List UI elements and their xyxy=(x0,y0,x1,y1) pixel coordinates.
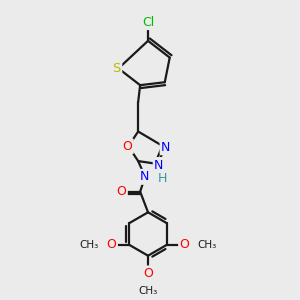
Text: CH₃: CH₃ xyxy=(80,240,99,250)
Text: O: O xyxy=(122,140,132,153)
Text: CH₃: CH₃ xyxy=(197,240,217,250)
Text: CH₃: CH₃ xyxy=(138,286,158,296)
Text: O: O xyxy=(180,238,190,251)
Text: O: O xyxy=(116,185,126,198)
Text: N: N xyxy=(161,141,170,154)
Text: O: O xyxy=(106,238,116,251)
Text: O: O xyxy=(143,267,153,280)
Text: S: S xyxy=(112,62,121,75)
Text: Cl: Cl xyxy=(142,16,154,28)
Text: H: H xyxy=(158,172,167,185)
Text: N: N xyxy=(140,170,149,183)
Text: N: N xyxy=(154,158,164,172)
